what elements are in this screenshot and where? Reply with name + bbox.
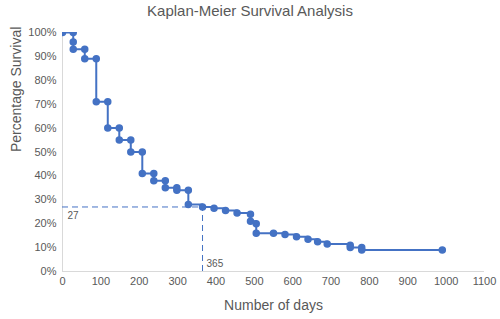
svg-text:80%: 80% (34, 74, 56, 86)
svg-text:60%: 60% (34, 122, 56, 134)
svg-text:400: 400 (207, 275, 225, 287)
svg-text:900: 900 (399, 275, 417, 287)
svg-text:100%: 100% (28, 26, 56, 38)
svg-text:30%: 30% (34, 193, 56, 205)
svg-text:1100: 1100 (473, 275, 497, 287)
svg-text:90%: 90% (34, 50, 56, 62)
svg-text:20%: 20% (34, 217, 56, 229)
svg-text:50%: 50% (34, 146, 56, 158)
html-text:Kaplan-Meier Survival Analysis: Kaplan-Meier Survival Analysis (147, 2, 353, 19)
svg-text:800: 800 (360, 275, 378, 287)
svg-text:10%: 10% (34, 241, 56, 253)
svg-text:100: 100 (92, 275, 110, 287)
svg-text:40%: 40% (34, 169, 56, 181)
svg-text:0: 0 (59, 275, 65, 287)
svg-text:70%: 70% (34, 98, 56, 110)
svg-text:0%: 0% (41, 265, 57, 277)
svg-text:27: 27 (68, 210, 80, 221)
svg-text:300: 300 (168, 275, 186, 287)
svg-text:200: 200 (130, 275, 148, 287)
svg-text:700: 700 (322, 275, 340, 287)
svg-text:1000: 1000 (434, 275, 458, 287)
svg-text:365: 365 (207, 258, 224, 269)
svg-text:500: 500 (245, 275, 263, 287)
svg-text:Percentage Survival: Percentage Survival (8, 27, 24, 152)
svg-text:Number of days: Number of days (224, 297, 323, 313)
svg-text:600: 600 (284, 275, 302, 287)
